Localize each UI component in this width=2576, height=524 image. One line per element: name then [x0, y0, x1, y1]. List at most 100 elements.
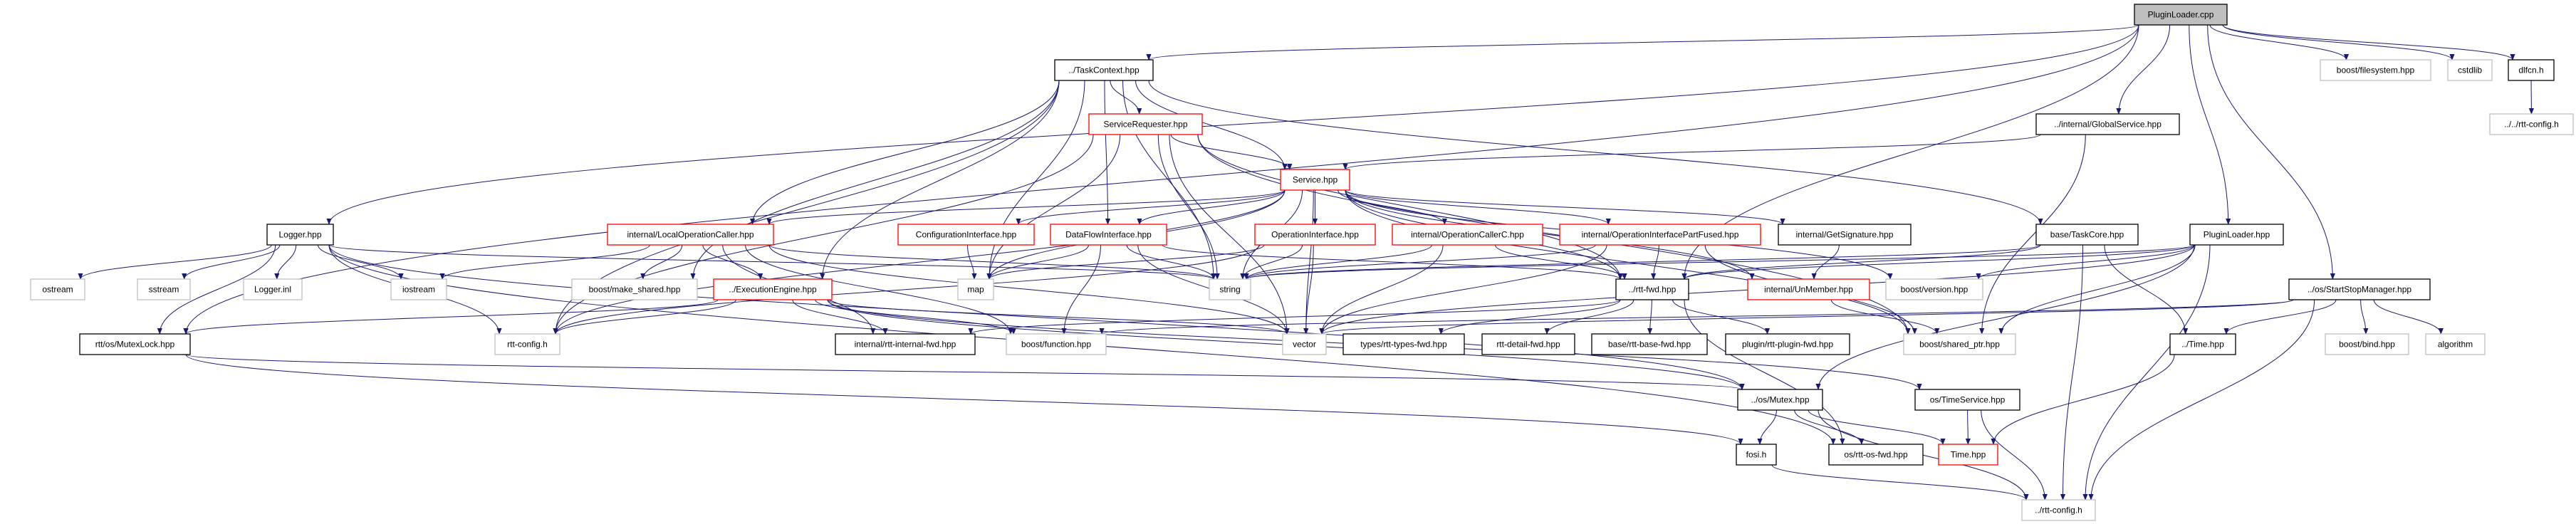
node-sstream: sstream — [137, 278, 191, 300]
edge-taskcontext-to-dataflowif — [1104, 80, 1111, 225]
node-globalservice[interactable]: ../internal/GlobalService.hpp — [2035, 113, 2180, 135]
edge-rttfwd-to-detailfwd — [1544, 299, 1634, 335]
node-logger[interactable]: Logger.hpp — [266, 224, 334, 246]
edge-taskcontext-to-makeshared — [690, 80, 1060, 280]
dependency-arrow — [78, 244, 272, 280]
node-mutex[interactable]: ../os/Mutex.hpp — [1737, 389, 1823, 411]
dependency-arrow — [274, 244, 297, 280]
node-osfwd[interactable]: os/rtt-os-fwd.hpp — [1828, 444, 1924, 466]
node-startstop[interactable]: ../os/StartStopManager.hpp — [2288, 278, 2431, 300]
node-timehpp[interactable]: Time.hpp — [1938, 444, 1998, 466]
node-fosi[interactable]: fosi.h — [1736, 444, 1777, 466]
node-string: string — [1209, 278, 1251, 300]
node-label: ../os/Mutex.hpp — [1751, 395, 1809, 405]
edge-root-to-taskcontext — [1146, 24, 2139, 61]
node-dlfcn[interactable]: dlfcn.h — [2508, 59, 2555, 81]
dependency-arrow — [1647, 299, 1653, 335]
node-taskcore[interactable]: base/TaskCore.hpp — [2035, 224, 2139, 246]
node-execengine[interactable]: ../ExecutionEngine.hpp — [713, 278, 833, 300]
edge-rttfwd-to-basefwd — [1647, 299, 1653, 335]
dependency-arrow — [1345, 189, 1755, 280]
node-bversion: boost/version.hpp — [1885, 278, 1983, 300]
node-localopcaller[interactable]: internal/LocalOperationCaller.hpp — [607, 224, 774, 246]
node-box — [2288, 278, 2431, 300]
edge-unmember-to-sharedptr — [1830, 299, 1940, 335]
edge-pluginloaderhpp-to-rttconfig1 — [2082, 244, 2211, 501]
node-configif[interactable]: ConfigurationInterface.hpp — [897, 224, 1035, 246]
node-box — [2189, 224, 2284, 246]
edge-operationif-to-vector — [1303, 244, 1314, 335]
node-internalfwd[interactable]: internal/rtt-internal-fwd.hpp — [835, 333, 976, 355]
edge-servicerequester-to-map — [986, 134, 1121, 280]
dependency-arrow — [1345, 189, 1911, 335]
node-label: boost/make_shared.hpp — [589, 285, 681, 295]
node-typesfwd[interactable]: types/rtt-types-fwd.hpp — [1342, 333, 1465, 355]
edge-mutexlock-to-fosi — [185, 354, 1743, 445]
edge-startstop-to-rttconfig1 — [2088, 299, 2315, 501]
node-box — [2134, 4, 2228, 26]
dependency-arrow — [2088, 299, 2315, 501]
node-label: internal/UnMember.hpp — [1764, 285, 1853, 295]
node-servicerequester[interactable]: ServiceRequester.hpp — [1088, 113, 1203, 135]
node-label: ../os/StartStopManager.hpp — [2308, 285, 2411, 295]
node-rttconfig2: ../../rtt-config.h — [2489, 113, 2574, 135]
node-box — [1736, 444, 1777, 466]
node-opifpartfused[interactable]: internal/OperationInterfacePartFused.hpp — [1559, 224, 1761, 246]
edge-root-to-pluginloaderhpp — [2189, 24, 2231, 225]
node-label: sstream — [149, 285, 179, 295]
node-opcallerc[interactable]: internal/OperationCallerC.hpp — [1392, 224, 1543, 246]
node-box — [571, 278, 698, 300]
edge-logger-to-mutex — [328, 244, 1745, 390]
dependency-arrow — [1122, 80, 1216, 280]
edge-root-to-mutexlock — [183, 24, 2139, 335]
dependency-arrow — [1757, 409, 1777, 445]
node-timeservice[interactable]: os/TimeService.hpp — [1914, 389, 2020, 411]
node-mutexlock[interactable]: rtt/os/MutexLock.hpp — [79, 333, 191, 355]
edge-logger-to-iostream — [317, 244, 404, 280]
node-box — [957, 278, 994, 300]
node-box — [1828, 444, 1924, 466]
node-box — [1054, 59, 1154, 81]
edge-dataflowif-to-string — [1126, 244, 1216, 280]
dependency-arrow — [1830, 299, 1940, 335]
dependency-arrow — [1243, 244, 2195, 280]
node-operationif[interactable]: OperationInterface.hpp — [1254, 224, 1376, 246]
node-box — [243, 278, 303, 300]
edge-localopcaller-to-bfunction — [745, 244, 1013, 335]
node-timehppup[interactable]: ../Time.hpp — [2169, 333, 2236, 355]
node-box — [1914, 389, 2020, 411]
edge-logger-to-loggerinl — [274, 244, 297, 280]
node-detailfwd[interactable]: rtt-detail-fwd.hpp — [1481, 333, 1575, 355]
dependency-arrow — [1342, 134, 2041, 170]
dependency-arrow — [1146, 24, 2139, 61]
dependency-arrow — [1110, 80, 1142, 115]
edge-rttfwd-to-typesfwd — [1438, 299, 1621, 335]
node-box — [1591, 333, 1708, 355]
node-pluginfwd[interactable]: plugin/rtt-plugin-fwd.hpp — [1725, 333, 1850, 355]
edge-opifpartfused-to-string — [1243, 244, 1596, 280]
node-label: internal/GetSignature.hpp — [1796, 230, 1894, 240]
node-getsignature[interactable]: internal/GetSignature.hpp — [1778, 224, 1912, 246]
node-root[interactable]: PluginLoader.cpp — [2134, 4, 2228, 26]
node-basefwd[interactable]: base/rtt-base-fwd.hpp — [1591, 333, 1708, 355]
node-label: PluginLoader.hpp — [2204, 230, 2270, 240]
node-taskcontext[interactable]: ../TaskContext.hpp — [1054, 59, 1154, 81]
node-bbind: boost/bind.hpp — [2325, 333, 2409, 355]
node-box — [1938, 444, 1998, 466]
dependency-arrow — [986, 134, 1121, 280]
dependency-arrow — [968, 299, 1621, 335]
node-label: internal/rtt-internal-fwd.hpp — [855, 340, 956, 350]
edge-servicerequester-to-rttfwd — [1197, 134, 1623, 280]
node-pluginloaderhpp[interactable]: PluginLoader.hpp — [2189, 224, 2284, 246]
node-label: ../rtt-config.h — [2035, 505, 2082, 515]
node-label: ../ExecutionEngine.hpp — [729, 285, 817, 295]
node-dataflowif[interactable]: DataFlowInterface.hpp — [1050, 224, 1167, 246]
edge-fosi-to-rttconfig1 — [1771, 464, 2029, 501]
node-unmember[interactable]: internal/UnMember.hpp — [1747, 278, 1870, 300]
node-rttfwd[interactable]: ../rtt-fwd.hpp — [1615, 278, 1689, 300]
node-box — [1392, 224, 1543, 246]
edge-root-to-startstop — [2207, 24, 2335, 280]
node-box — [137, 278, 191, 300]
node-service[interactable]: Service.hpp — [1280, 169, 1350, 191]
